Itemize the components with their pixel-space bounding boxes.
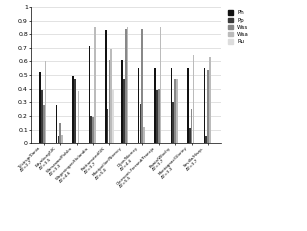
Bar [204,68,205,143]
Bar [158,89,160,143]
Bar [56,105,57,143]
Bar [127,27,129,143]
Bar [92,117,94,143]
Bar [140,104,141,143]
Bar [122,60,123,143]
Bar [191,109,192,143]
Bar [205,136,207,143]
Legend: Ph, Pp, Wss, Wsa, Ru: Ph, Pp, Wss, Wsa, Ru [227,10,250,45]
Bar [90,116,92,143]
Bar [43,105,45,143]
Bar [105,30,107,143]
Bar [154,68,156,143]
Bar [89,46,90,143]
Bar [59,123,61,143]
Bar [94,27,96,143]
Bar [74,79,76,143]
Bar [187,68,189,143]
Bar [61,135,63,143]
Bar [192,55,194,143]
Bar [111,49,112,143]
Bar [39,72,41,143]
Bar [112,90,114,143]
Bar [142,29,143,143]
Bar [156,90,158,143]
Bar [123,79,125,143]
Bar [45,61,46,143]
Bar [174,79,176,143]
Bar [125,29,127,143]
Bar [107,109,108,143]
Bar [143,127,145,143]
Bar [160,27,161,143]
Bar [58,136,59,143]
Bar [78,91,79,143]
Bar [173,102,174,143]
Bar [207,70,209,143]
Bar [176,79,178,143]
Bar [41,90,43,143]
Bar [171,68,172,143]
Bar [209,57,211,143]
Bar [138,68,139,143]
Bar [189,128,191,143]
Bar [109,60,110,143]
Bar [72,76,74,143]
